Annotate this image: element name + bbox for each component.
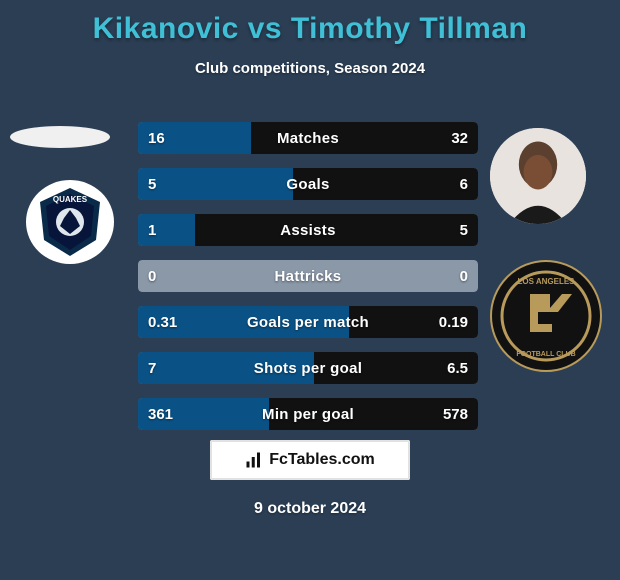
stat-label: Goals [138, 168, 478, 200]
lafc-crest-icon: FOOTBALL CLUB LOS ANGELES [490, 260, 602, 372]
stats-panel: 1632Matches 56Goals 15Assists 00Hattricks 0.… [138, 122, 478, 444]
club2-logo: FOOTBALL CLUB LOS ANGELES [490, 260, 602, 372]
svg-text:LOS ANGELES: LOS ANGELES [517, 277, 575, 286]
date-text: 9 october 2024 [0, 500, 620, 518]
quakes-crest-icon: QUAKES [26, 180, 114, 264]
stat-row: 1632Matches [138, 122, 478, 154]
stat-row: 56Goals [138, 168, 478, 200]
stat-label: Matches [138, 122, 478, 154]
branding: FcTables.com [210, 440, 410, 480]
stat-label: Hattricks [138, 260, 478, 292]
stat-label: Min per goal [138, 398, 478, 430]
stat-label: Goals per match [138, 306, 478, 338]
stat-label: Assists [138, 214, 478, 246]
stat-row: 00Hattricks [138, 260, 478, 292]
stat-label: Shots per goal [138, 352, 478, 384]
page-subtitle: Club competitions, Season 2024 [0, 60, 620, 77]
bar-chart-icon [245, 451, 263, 469]
player1-avatar [10, 126, 110, 148]
stat-row: 15Assists [138, 214, 478, 246]
stat-row: 0.310.19Goals per match [138, 306, 478, 338]
stat-row: 361578Min per goal [138, 398, 478, 430]
club1-logo: QUAKES [26, 180, 114, 264]
svg-text:FOOTBALL CLUB: FOOTBALL CLUB [516, 351, 575, 358]
svg-text:QUAKES: QUAKES [53, 195, 88, 204]
player2-avatar [490, 128, 586, 224]
stat-row: 76.5Shots per goal [138, 352, 478, 384]
player2-silhouette-icon [490, 128, 586, 224]
page-title: Kikanovic vs Timothy Tillman [0, 0, 620, 46]
branding-text: FcTables.com [269, 451, 375, 469]
